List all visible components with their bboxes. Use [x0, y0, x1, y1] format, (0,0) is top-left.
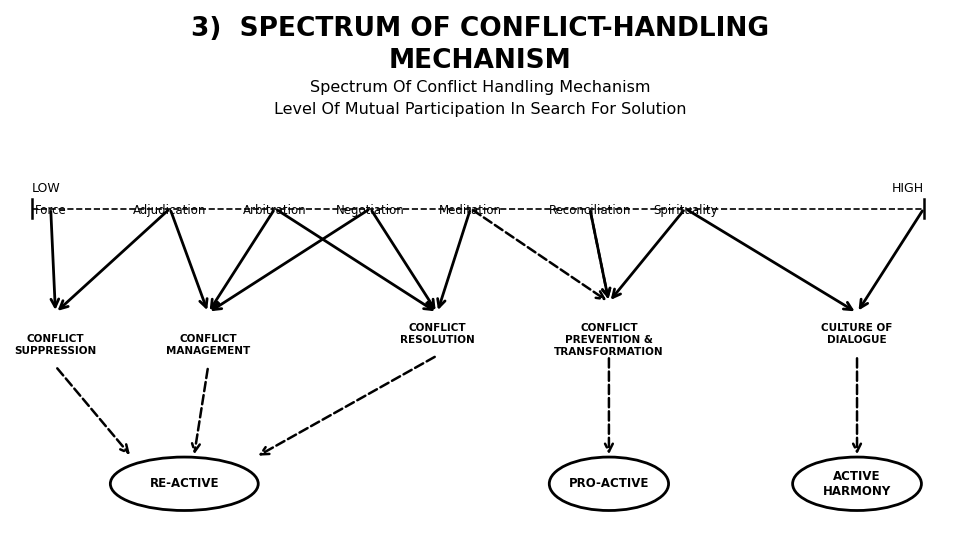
Text: RE-ACTIVE: RE-ACTIVE	[150, 477, 219, 490]
Text: Spirituality: Spirituality	[653, 204, 717, 217]
Text: Adjudication: Adjudication	[133, 204, 206, 217]
Text: Level Of Mutual Participation In Search For Solution: Level Of Mutual Participation In Search …	[274, 102, 686, 117]
Text: Meditation: Meditation	[439, 204, 502, 217]
Text: CULTURE OF
DIALOGUE: CULTURE OF DIALOGUE	[822, 323, 893, 345]
Text: Spectrum Of Conflict Handling Mechanism: Spectrum Of Conflict Handling Mechanism	[310, 80, 650, 95]
Text: CONFLICT
MANAGEMENT: CONFLICT MANAGEMENT	[166, 334, 251, 356]
Text: CONFLICT
RESOLUTION: CONFLICT RESOLUTION	[399, 323, 474, 345]
Text: CONFLICT
SUPPRESSION: CONFLICT SUPPRESSION	[14, 334, 97, 356]
Text: Arbitration: Arbitration	[243, 204, 307, 217]
Text: ACTIVE
HARMONY: ACTIVE HARMONY	[823, 470, 891, 498]
Text: LOW: LOW	[32, 182, 60, 195]
Text: HIGH: HIGH	[892, 182, 924, 195]
Text: 3)  SPECTRUM OF CONFLICT-HANDLING: 3) SPECTRUM OF CONFLICT-HANDLING	[191, 16, 769, 42]
Text: PRO-ACTIVE: PRO-ACTIVE	[568, 477, 649, 490]
Text: Negotiation: Negotiation	[336, 204, 405, 217]
Text: Reconciliation: Reconciliation	[549, 204, 631, 217]
Text: MECHANISM: MECHANISM	[389, 48, 571, 74]
Text: Force: Force	[35, 204, 66, 217]
Text: CONFLICT
PREVENTION &
TRANSFORMATION: CONFLICT PREVENTION & TRANSFORMATION	[554, 323, 663, 356]
